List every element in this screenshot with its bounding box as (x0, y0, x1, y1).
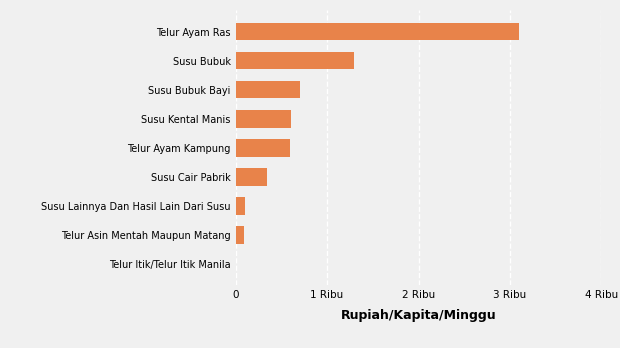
Bar (236, 52, 355, 70)
Bar (236, 226, 244, 244)
Bar (236, 110, 291, 128)
Bar (236, 23, 519, 40)
Bar (236, 139, 290, 157)
X-axis label: Rupiah/Kapita/Minggu: Rupiah/Kapita/Minggu (340, 309, 497, 322)
Bar (236, 168, 267, 186)
Bar (236, 81, 299, 98)
Bar (236, 197, 245, 215)
